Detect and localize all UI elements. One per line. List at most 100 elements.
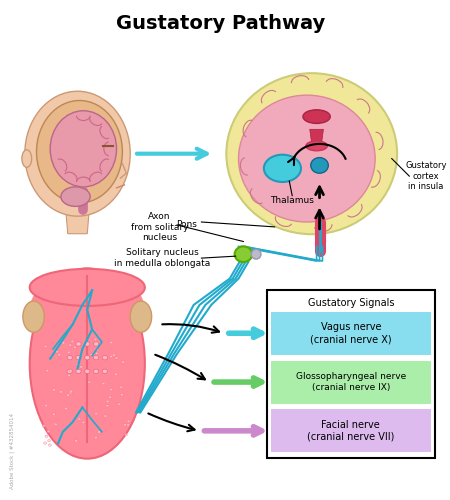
Ellipse shape xyxy=(22,150,32,168)
Ellipse shape xyxy=(124,434,127,436)
Ellipse shape xyxy=(76,369,81,374)
Text: Gustatory Pathway: Gustatory Pathway xyxy=(117,14,326,33)
Ellipse shape xyxy=(110,388,112,391)
Ellipse shape xyxy=(94,412,98,415)
Ellipse shape xyxy=(94,338,97,340)
Ellipse shape xyxy=(238,95,375,222)
Ellipse shape xyxy=(69,344,72,346)
Ellipse shape xyxy=(59,390,63,393)
Polygon shape xyxy=(310,130,324,144)
Ellipse shape xyxy=(109,396,112,398)
Ellipse shape xyxy=(85,356,90,360)
Text: Gustatory Signals: Gustatory Signals xyxy=(307,298,394,308)
Ellipse shape xyxy=(65,408,68,410)
Ellipse shape xyxy=(102,369,108,374)
Ellipse shape xyxy=(67,394,69,396)
Text: Axon
from solitary
nucleus: Axon from solitary nucleus xyxy=(131,212,188,242)
Ellipse shape xyxy=(69,392,72,394)
FancyBboxPatch shape xyxy=(271,410,431,453)
Polygon shape xyxy=(66,210,89,234)
Ellipse shape xyxy=(110,356,112,358)
Ellipse shape xyxy=(23,301,45,332)
Ellipse shape xyxy=(264,154,301,182)
Ellipse shape xyxy=(49,444,51,446)
Ellipse shape xyxy=(115,373,117,376)
Ellipse shape xyxy=(82,421,85,424)
Ellipse shape xyxy=(120,386,123,388)
Ellipse shape xyxy=(127,424,130,426)
Ellipse shape xyxy=(47,430,50,432)
Ellipse shape xyxy=(93,342,99,346)
Ellipse shape xyxy=(73,346,77,348)
Text: Pons: Pons xyxy=(176,220,197,230)
Ellipse shape xyxy=(112,354,115,356)
Ellipse shape xyxy=(46,370,49,372)
Ellipse shape xyxy=(93,356,99,360)
Ellipse shape xyxy=(69,370,72,372)
Ellipse shape xyxy=(56,350,58,353)
FancyBboxPatch shape xyxy=(267,290,435,458)
Ellipse shape xyxy=(25,91,130,216)
Ellipse shape xyxy=(68,374,71,376)
Ellipse shape xyxy=(127,420,130,422)
Text: Solitary nucleus
in medulla oblongata: Solitary nucleus in medulla oblongata xyxy=(114,248,211,268)
Ellipse shape xyxy=(52,413,55,416)
Ellipse shape xyxy=(67,369,72,374)
Ellipse shape xyxy=(44,345,47,348)
Ellipse shape xyxy=(88,381,91,384)
Ellipse shape xyxy=(251,250,261,259)
Ellipse shape xyxy=(130,301,152,332)
Ellipse shape xyxy=(303,110,330,124)
Ellipse shape xyxy=(98,431,100,434)
Ellipse shape xyxy=(44,442,47,444)
Ellipse shape xyxy=(93,369,99,374)
Ellipse shape xyxy=(120,394,123,396)
Text: Facial nerve
(cranial nerve VII): Facial nerve (cranial nerve VII) xyxy=(307,420,395,442)
Text: Gustatory
cortex
in insula: Gustatory cortex in insula xyxy=(405,161,447,191)
Ellipse shape xyxy=(95,352,98,354)
Ellipse shape xyxy=(58,354,61,356)
Text: Vagus nerve
(cranial nerve X): Vagus nerve (cranial nerve X) xyxy=(310,322,392,344)
Ellipse shape xyxy=(54,423,57,426)
Ellipse shape xyxy=(53,388,55,391)
Ellipse shape xyxy=(36,100,122,203)
Ellipse shape xyxy=(226,73,397,234)
Ellipse shape xyxy=(71,340,74,342)
Ellipse shape xyxy=(115,357,118,360)
Ellipse shape xyxy=(30,268,145,458)
Ellipse shape xyxy=(85,369,90,374)
Ellipse shape xyxy=(104,415,107,418)
Ellipse shape xyxy=(62,342,65,344)
FancyBboxPatch shape xyxy=(271,312,431,354)
Ellipse shape xyxy=(48,440,50,442)
Ellipse shape xyxy=(45,404,48,407)
Ellipse shape xyxy=(96,348,99,351)
Ellipse shape xyxy=(306,141,327,151)
Ellipse shape xyxy=(118,403,121,406)
FancyBboxPatch shape xyxy=(271,360,431,404)
Ellipse shape xyxy=(124,424,126,426)
Ellipse shape xyxy=(102,382,105,385)
Ellipse shape xyxy=(42,424,45,427)
Ellipse shape xyxy=(76,356,81,360)
Ellipse shape xyxy=(30,269,145,306)
Ellipse shape xyxy=(67,356,72,360)
Ellipse shape xyxy=(80,366,83,368)
Ellipse shape xyxy=(78,418,81,420)
Ellipse shape xyxy=(94,436,97,439)
Text: Glossopharyngeal nerve
(cranial nerve IX): Glossopharyngeal nerve (cranial nerve IX… xyxy=(296,372,406,392)
Ellipse shape xyxy=(90,354,93,356)
Ellipse shape xyxy=(69,390,72,392)
Ellipse shape xyxy=(106,400,109,402)
Text: Thalamus: Thalamus xyxy=(270,196,314,204)
Ellipse shape xyxy=(106,404,109,407)
Ellipse shape xyxy=(311,158,328,173)
Ellipse shape xyxy=(102,356,108,360)
Ellipse shape xyxy=(61,187,90,206)
Ellipse shape xyxy=(85,342,90,346)
Ellipse shape xyxy=(68,351,70,354)
Ellipse shape xyxy=(76,342,81,346)
Ellipse shape xyxy=(50,111,117,187)
Ellipse shape xyxy=(75,440,78,442)
Ellipse shape xyxy=(110,342,112,344)
